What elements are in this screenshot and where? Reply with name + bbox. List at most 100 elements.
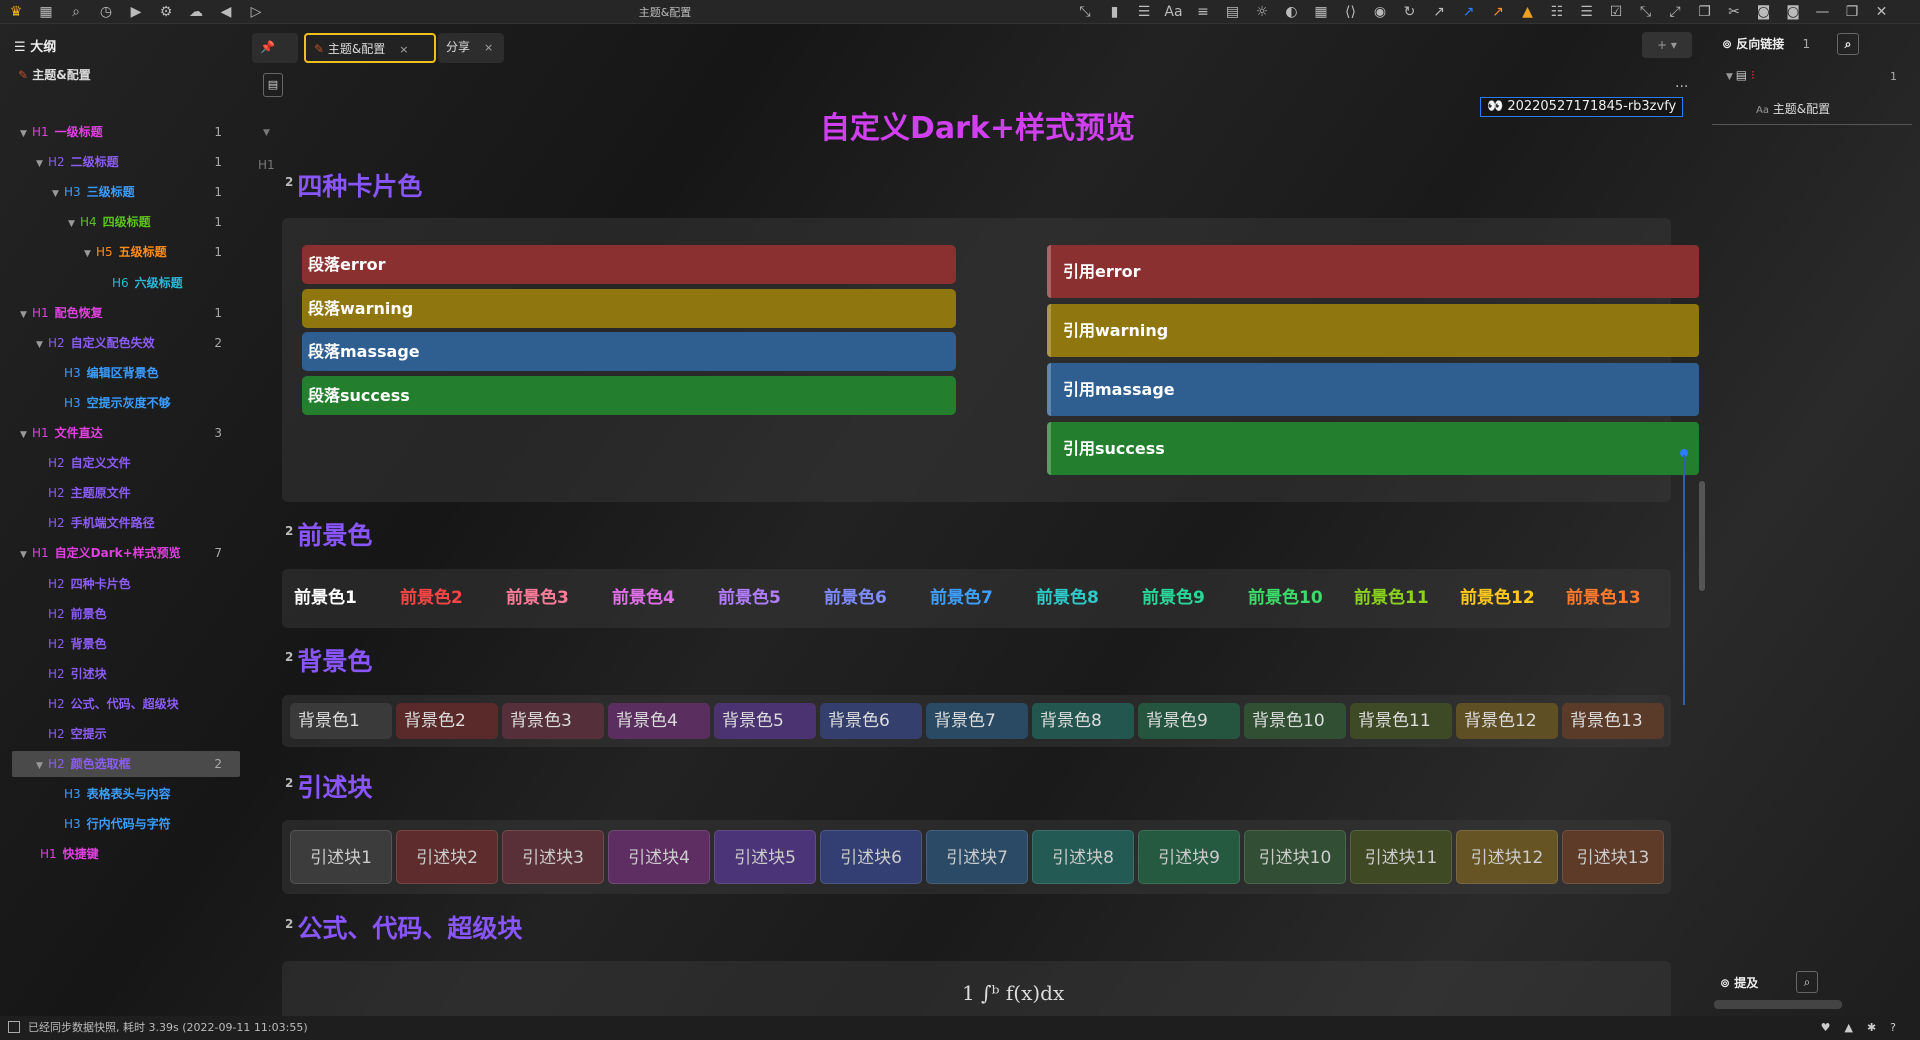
- fold-arrow-icon[interactable]: ▼: [84, 249, 91, 260]
- fg-color-text[interactable]: 前景色12: [1460, 588, 1535, 608]
- bg-color-chip[interactable]: 背景色5: [714, 703, 816, 739]
- outline-item[interactable]: ▼ H1 一级标题 1: [12, 119, 240, 145]
- outline-item[interactable]: H3 编辑区背景色: [12, 360, 240, 386]
- outline-item[interactable]: H2 自定义文件: [12, 450, 240, 476]
- eye-icon[interactable]: ◉: [1373, 4, 1387, 20]
- shrink-icon[interactable]: ⤡: [1639, 4, 1652, 20]
- outline-item[interactable]: H2 引述块: [12, 661, 240, 687]
- arrow-blue-icon[interactable]: ↗: [1462, 4, 1475, 20]
- help-icon[interactable]: ?: [1890, 1021, 1910, 1034]
- doc-id-badge[interactable]: 👀 20220527171845-rb3zvfy: [1480, 97, 1684, 117]
- math-block[interactable]: 1 ∫ᵇ f(x)dx: [282, 961, 1671, 1016]
- paragraph-card[interactable]: 段落error: [302, 245, 956, 284]
- cloud-icon[interactable]: ☁: [189, 4, 203, 20]
- fg-color-text[interactable]: 前景色2: [400, 588, 463, 608]
- outline-item[interactable]: ▼ H2 二级标题 1: [12, 149, 240, 175]
- close-tab-icon[interactable]: ×: [484, 41, 494, 54]
- quote-item[interactable]: 引述块12: [1456, 830, 1558, 884]
- dock-toggle-icon[interactable]: [8, 1021, 20, 1033]
- bg-color-chip[interactable]: 背景色1: [290, 703, 392, 739]
- bg-color-chip[interactable]: 背景色3: [502, 703, 604, 739]
- code-icon[interactable]: ⟨⟩: [1345, 4, 1356, 20]
- quote-card[interactable]: 引用success: [1047, 422, 1699, 475]
- quote-item[interactable]: 引述块2: [396, 830, 498, 884]
- fg-color-text[interactable]: 前景色5: [718, 588, 781, 608]
- arrow-up-right-icon[interactable]: ↗: [1433, 4, 1445, 20]
- outline-icon[interactable]: ☰: [1137, 4, 1151, 20]
- fold-arrow-icon[interactable]: ▼: [68, 219, 75, 230]
- fg-color-text[interactable]: 前景色8: [1036, 588, 1099, 608]
- fold-arrow-icon[interactable]: ▼: [52, 189, 59, 200]
- fg-color-text[interactable]: 前景色1: [294, 588, 357, 608]
- image-icon[interactable]: ▲: [1522, 4, 1533, 20]
- refresh-icon[interactable]: ↻: [1403, 4, 1416, 20]
- outline-item[interactable]: H3 行内代码与字符: [12, 811, 240, 837]
- fg-color-text[interactable]: 前景色9: [1142, 588, 1205, 608]
- outline-item[interactable]: H2 手机端文件路径: [12, 510, 240, 536]
- outline-item[interactable]: ▼ H3 三级标题 1: [12, 179, 240, 205]
- quote-item[interactable]: 引述块10: [1244, 830, 1346, 884]
- bg-color-chip[interactable]: 背景色9: [1138, 703, 1240, 739]
- bg-color-chip[interactable]: 背景色12: [1456, 703, 1558, 739]
- pin-tab[interactable]: 📌: [252, 33, 298, 63]
- outline-item[interactable]: H2 主题原文件: [12, 480, 240, 506]
- fg-color-text[interactable]: 前景色10: [1248, 588, 1323, 608]
- outline-item[interactable]: H2 空提示: [12, 721, 240, 747]
- tab-theme-config[interactable]: ✎ 主题&配置 ×: [304, 33, 436, 63]
- fold-arrow-icon[interactable]: ▼: [36, 339, 43, 350]
- outline-item[interactable]: ▼ H1 文件直达 3: [12, 420, 240, 446]
- fold-arrow-icon[interactable]: ▼: [20, 550, 27, 561]
- tab-share[interactable]: 分享 ×: [438, 33, 504, 63]
- fg-color-text[interactable]: 前景色11: [1354, 588, 1429, 608]
- collapse-icon[interactable]: ⤡: [1079, 4, 1091, 20]
- outline-doc-root[interactable]: ✎ 主题&配置: [18, 68, 91, 82]
- outline-item[interactable]: ▼ H2 颜色选取框 2: [12, 751, 240, 778]
- bug-icon[interactable]: ✱: [1866, 1021, 1891, 1034]
- search-icon[interactable]: ⌕: [72, 4, 80, 20]
- paragraph-card[interactable]: 段落success: [302, 375, 956, 415]
- quote-item[interactable]: 引述块7: [926, 830, 1028, 884]
- copy-icon[interactable]: ❐: [1698, 4, 1711, 20]
- backlinks-search-button[interactable]: ⌕: [1837, 33, 1859, 55]
- outline-item[interactable]: ▼ H1 自定义Dark+样式预览 7: [12, 540, 240, 566]
- quote-card[interactable]: 引用warning: [1047, 304, 1699, 357]
- bg-color-chip[interactable]: 背景色8: [1032, 703, 1134, 739]
- theme-icon[interactable]: ◐: [1285, 4, 1298, 20]
- quote-item[interactable]: 引述块8: [1032, 830, 1134, 884]
- outline-item[interactable]: H2 公式、代码、超级块: [12, 691, 240, 717]
- arrow-orange-icon[interactable]: ↗: [1492, 4, 1504, 20]
- quote-item[interactable]: 引述块4: [608, 830, 710, 884]
- paragraph-card[interactable]: 段落massage: [302, 332, 956, 371]
- bullet-list-icon[interactable]: ☷: [1550, 4, 1564, 20]
- outline-item[interactable]: H1 快捷键: [12, 841, 240, 867]
- checkbox-icon[interactable]: ☑: [1609, 4, 1623, 20]
- bg-color-chip[interactable]: 背景色11: [1350, 703, 1452, 739]
- history-icon[interactable]: ◷: [99, 4, 113, 20]
- outline-item[interactable]: H3 空提示灰度不够: [12, 390, 240, 416]
- fold-arrow-icon[interactable]: ▼: [36, 159, 43, 170]
- fold-arrow-icon[interactable]: ▼: [36, 761, 43, 772]
- close-tab-icon[interactable]: ×: [399, 43, 409, 56]
- bulb-icon[interactable]: ☼: [1255, 4, 1269, 20]
- close-icon[interactable]: ✕: [1875, 4, 1888, 20]
- backlink-doc-row[interactable]: ▼ ▤ ⁝: [1726, 68, 1755, 82]
- expand-icon[interactable]: ⤢: [1669, 4, 1681, 20]
- outline-item[interactable]: H3 表格表头与内容: [12, 781, 240, 807]
- quote-card[interactable]: 引用error: [1047, 245, 1699, 298]
- outline-item[interactable]: ▼ H2 自定义配色失效 2: [12, 330, 240, 356]
- outline-item[interactable]: ▼ H4 四级标题 1: [12, 209, 240, 235]
- numbered-list-icon[interactable]: ☰: [1580, 4, 1593, 20]
- crown-icon[interactable]: ♛: [9, 4, 23, 20]
- back-icon[interactable]: ◀: [220, 4, 232, 20]
- add-dropdown-button[interactable]: + ▾: [1642, 32, 1692, 58]
- bg-color-chip[interactable]: 背景色10: [1244, 703, 1346, 739]
- outline-item[interactable]: H2 背景色: [12, 631, 240, 657]
- fg-color-text[interactable]: 前景色4: [612, 588, 675, 608]
- fg-color-text[interactable]: 前景色13: [1566, 588, 1641, 608]
- fold-arrow-icon[interactable]: ▼: [20, 430, 27, 440]
- fg-color-text[interactable]: 前景色6: [824, 588, 887, 608]
- quote-item[interactable]: 引述块11: [1350, 830, 1452, 884]
- cut-icon[interactable]: ✂: [1728, 4, 1740, 20]
- minimize-icon[interactable]: —: [1815, 4, 1830, 20]
- bg-color-chip[interactable]: 背景色2: [396, 703, 498, 739]
